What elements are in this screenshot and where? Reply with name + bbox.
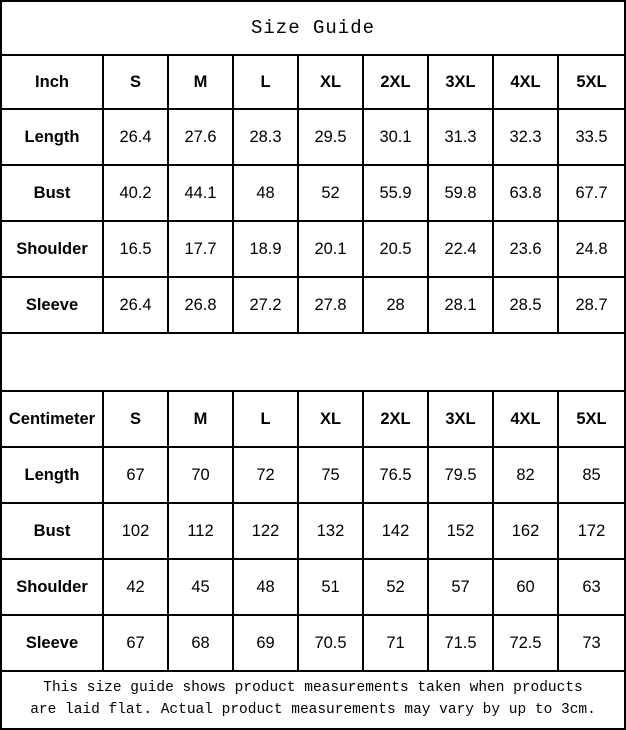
size-header-cell: L <box>234 56 299 110</box>
unit-header-cell: Inch <box>2 56 104 110</box>
measurement-value-cell: 112 <box>169 504 234 560</box>
measurement-value-cell: 57 <box>429 560 494 616</box>
measurement-value-cell: 32.3 <box>494 110 559 166</box>
measurement-value-cell: 26.8 <box>169 278 234 334</box>
measurement-value-cell: 48 <box>234 166 299 222</box>
row-label-cell: Bust <box>2 504 104 560</box>
size-header-cell: 4XL <box>494 56 559 110</box>
measurement-value-cell: 71.5 <box>429 616 494 672</box>
measurement-value-cell: 63 <box>559 560 624 616</box>
measurement-value-cell: 82 <box>494 448 559 504</box>
measurement-value-cell: 26.4 <box>104 278 169 334</box>
measurement-value-cell: 16.5 <box>104 222 169 278</box>
footer-note-line2: are laid flat. Actual product measuremen… <box>30 702 596 718</box>
measurement-value-cell: 23.6 <box>494 222 559 278</box>
measurement-value-cell: 28.1 <box>429 278 494 334</box>
measurement-value-cell: 31.3 <box>429 110 494 166</box>
size-header-cell: M <box>169 392 234 448</box>
size-header-cell: 5XL <box>559 56 624 110</box>
measurement-value-cell: 44.1 <box>169 166 234 222</box>
measurement-value-cell: 52 <box>299 166 364 222</box>
size-header-cell: 4XL <box>494 392 559 448</box>
measurement-value-cell: 63.8 <box>494 166 559 222</box>
measurement-value-cell: 20.5 <box>364 222 429 278</box>
measurement-value-cell: 52 <box>364 560 429 616</box>
measurement-value-cell: 76.5 <box>364 448 429 504</box>
size-header-cell: S <box>104 56 169 110</box>
row-label-cell: Sleeve <box>2 278 104 334</box>
measurement-value-cell: 33.5 <box>559 110 624 166</box>
measurement-value-cell: 51 <box>299 560 364 616</box>
footer-note-line1: This size guide shows product measuremen… <box>43 680 583 697</box>
measurement-value-cell: 67.7 <box>559 166 624 222</box>
size-header-cell: 3XL <box>429 56 494 110</box>
measurement-value-cell: 28.7 <box>559 278 624 334</box>
measurement-value-cell: 26.4 <box>104 110 169 166</box>
measurement-value-cell: 28 <box>364 278 429 334</box>
measurement-value-cell: 75 <box>299 448 364 504</box>
measurement-value-cell: 27.6 <box>169 110 234 166</box>
measurement-value-cell: 79.5 <box>429 448 494 504</box>
size-header-cell: 2XL <box>364 392 429 448</box>
measurement-value-cell: 55.9 <box>364 166 429 222</box>
size-header-cell: L <box>234 392 299 448</box>
measurement-value-cell: 27.8 <box>299 278 364 334</box>
measurement-value-cell: 70 <box>169 448 234 504</box>
row-label-cell: Sleeve <box>2 616 104 672</box>
size-header-cell: S <box>104 392 169 448</box>
measurement-value-cell: 45 <box>169 560 234 616</box>
spacer-row <box>2 334 624 392</box>
size-header-cell: XL <box>299 392 364 448</box>
measurement-value-cell: 17.7 <box>169 222 234 278</box>
row-label-cell: Shoulder <box>2 560 104 616</box>
footer-note: This size guide shows product measuremen… <box>2 672 624 728</box>
measurement-value-cell: 42 <box>104 560 169 616</box>
measurement-value-cell: 48 <box>234 560 299 616</box>
measurement-value-cell: 24.8 <box>559 222 624 278</box>
measurement-value-cell: 29.5 <box>299 110 364 166</box>
measurement-value-cell: 122 <box>234 504 299 560</box>
measurement-value-cell: 73 <box>559 616 624 672</box>
measurement-value-cell: 22.4 <box>429 222 494 278</box>
size-header-cell: 5XL <box>559 392 624 448</box>
measurement-value-cell: 27.2 <box>234 278 299 334</box>
measurement-value-cell: 72.5 <box>494 616 559 672</box>
size-header-cell: M <box>169 56 234 110</box>
page-title: Size Guide <box>2 2 624 56</box>
measurement-value-cell: 68 <box>169 616 234 672</box>
measurement-value-cell: 142 <box>364 504 429 560</box>
row-label-cell: Shoulder <box>2 222 104 278</box>
unit-header-cell: Centimeter <box>2 392 104 448</box>
row-label-cell: Bust <box>2 166 104 222</box>
measurement-value-cell: 71 <box>364 616 429 672</box>
measurement-value-cell: 40.2 <box>104 166 169 222</box>
measurement-value-cell: 67 <box>104 616 169 672</box>
size-header-cell: 3XL <box>429 392 494 448</box>
measurement-value-cell: 20.1 <box>299 222 364 278</box>
measurement-value-cell: 102 <box>104 504 169 560</box>
measurement-value-cell: 172 <box>559 504 624 560</box>
row-label-cell: Length <box>2 110 104 166</box>
measurement-value-cell: 60 <box>494 560 559 616</box>
measurement-value-cell: 59.8 <box>429 166 494 222</box>
row-label-cell: Length <box>2 448 104 504</box>
size-header-cell: XL <box>299 56 364 110</box>
measurement-value-cell: 67 <box>104 448 169 504</box>
measurement-value-cell: 85 <box>559 448 624 504</box>
measurement-value-cell: 30.1 <box>364 110 429 166</box>
measurement-value-cell: 18.9 <box>234 222 299 278</box>
measurement-value-cell: 162 <box>494 504 559 560</box>
measurement-value-cell: 72 <box>234 448 299 504</box>
size-header-cell: 2XL <box>364 56 429 110</box>
measurement-value-cell: 28.5 <box>494 278 559 334</box>
measurement-value-cell: 28.3 <box>234 110 299 166</box>
measurement-value-cell: 70.5 <box>299 616 364 672</box>
measurement-value-cell: 69 <box>234 616 299 672</box>
measurement-value-cell: 132 <box>299 504 364 560</box>
measurement-value-cell: 152 <box>429 504 494 560</box>
